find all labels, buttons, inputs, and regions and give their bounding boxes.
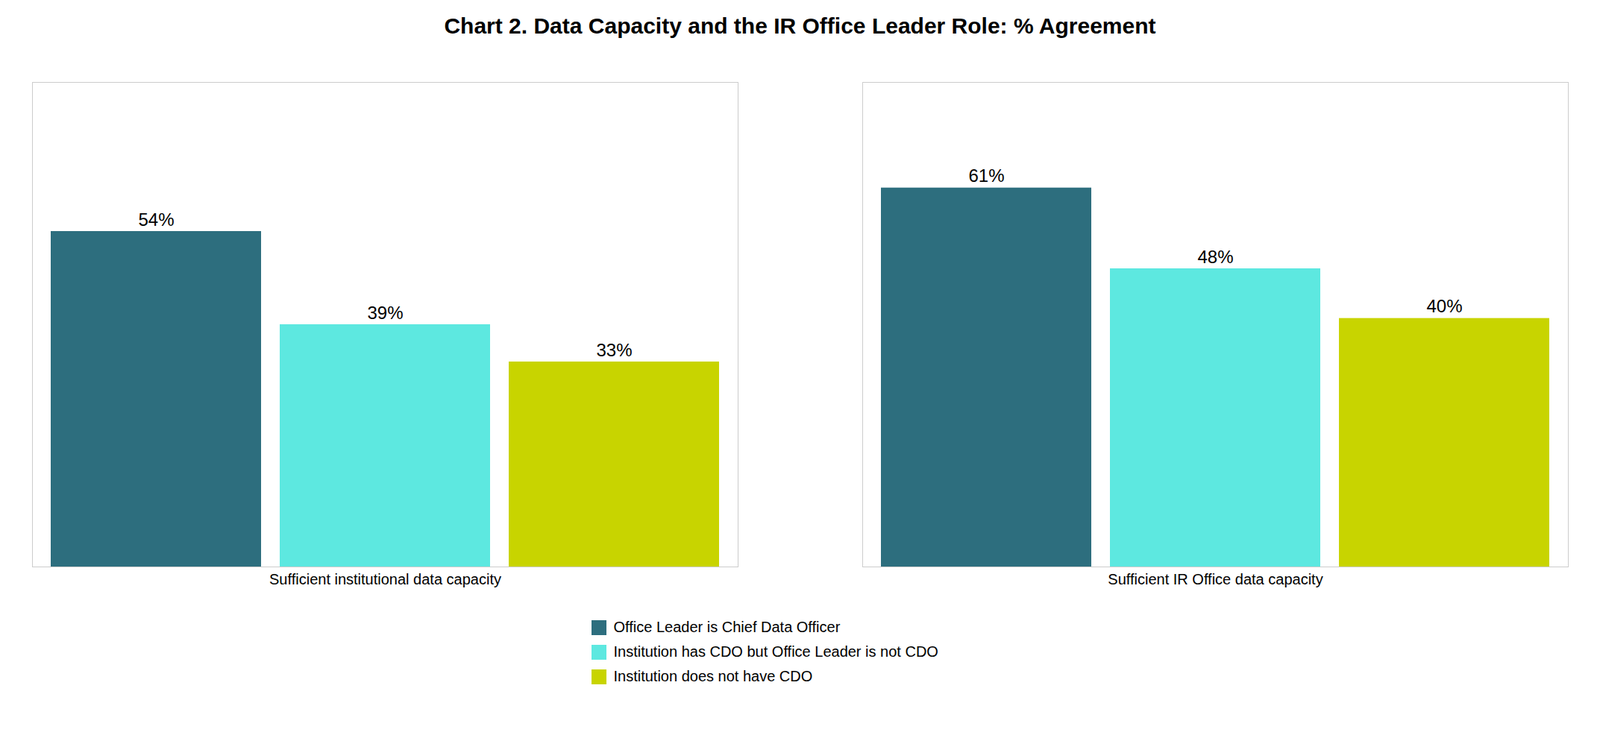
svg-text:Sufficient IR Office data capa: Sufficient IR Office data capacity [1107, 571, 1323, 588]
svg-text:40%: 40% [1426, 296, 1463, 317]
svg-text:39%: 39% [366, 302, 403, 323]
html-text:Office Leader is Chief Data Of: Office Leader is Chief Data Officer [613, 619, 841, 636]
svg-text:33%: 33% [595, 340, 632, 361]
svg-text:Sufficient institutional data: Sufficient institutional data capacity [269, 571, 502, 588]
html-text:Chart 2. Data Capacity and the: Chart 2. Data Capacity and the IR Office… [444, 13, 1156, 39]
svg-text:61%: 61% [968, 165, 1005, 186]
html-text:Institution does not have CDO: Institution does not have CDO [613, 668, 813, 685]
svg-text:54%: 54% [137, 209, 174, 230]
html-text:Institution has CDO but Office: Institution has CDO but Office Leader is… [613, 643, 939, 661]
svg-text:48%: 48% [1197, 246, 1234, 268]
